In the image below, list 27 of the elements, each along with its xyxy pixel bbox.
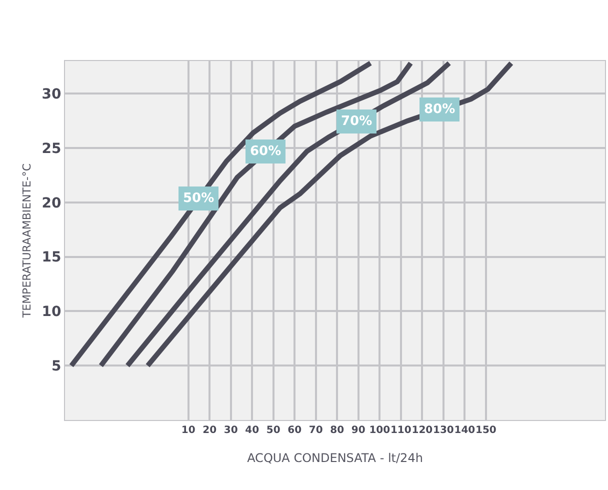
x-tick-label: 40 [245, 425, 260, 436]
x-tick-label: 60 [288, 425, 302, 436]
y-tick-label: 20 [42, 195, 62, 212]
x-tick-label: 20 [202, 425, 217, 436]
y-tick-label: 5 [51, 358, 62, 375]
x-tick-label: 30 [224, 425, 238, 436]
series-label: 50% [183, 191, 214, 206]
series-label: 60% [250, 144, 282, 159]
x-tick-label: 10 [181, 425, 196, 436]
x-tick-label: 130 [432, 425, 454, 436]
series-label: 70% [341, 114, 372, 129]
y-tick-label: 30 [42, 86, 62, 103]
x-tick-label: 70 [308, 425, 323, 436]
y-tick-label: 10 [42, 304, 62, 320]
x-tick-label: 80 [330, 425, 344, 436]
x-tick-label: 50 [266, 425, 280, 436]
x-tick-label: 120 [412, 425, 433, 436]
y-axis-title: TEMPERATURAAMBIENTE-°C [20, 163, 34, 319]
x-tick-label: 90 [351, 425, 366, 436]
x-tick-label: 140 [454, 425, 476, 436]
y-tick-label: 25 [42, 140, 62, 157]
x-tick-label: 100 [369, 425, 390, 436]
x-tick-label: 110 [390, 425, 412, 436]
x-axis-title: ACQUA CONDENSATA - lt/24h [247, 450, 423, 465]
x-tick-label: 150 [476, 425, 496, 436]
y-tick-label: 15 [42, 250, 62, 266]
series-label: 80% [424, 102, 456, 117]
